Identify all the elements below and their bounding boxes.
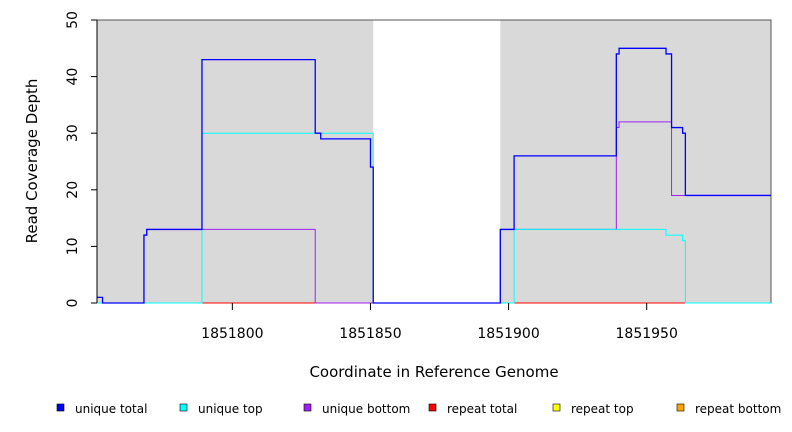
y-axis: 0 10 20 30 40 50 xyxy=(65,11,98,308)
legend-swatch xyxy=(428,403,437,412)
x-tick-label-1851800: 1851800 xyxy=(201,326,263,342)
series-lines xyxy=(97,47,771,304)
legend-label: unique total xyxy=(75,402,147,416)
legend: unique total unique top unique bottom repea… xyxy=(56,402,781,416)
legend-item-repeat-bottom: repeat bottom xyxy=(676,402,781,416)
legend-swatch xyxy=(56,403,65,412)
x-tick-label-1851900: 1851900 xyxy=(477,326,539,342)
legend-item-unique-total: unique total xyxy=(56,402,147,416)
legend-swatch xyxy=(552,403,561,412)
y-tick-label-0: 0 xyxy=(65,299,81,308)
y-tick-label-40: 40 xyxy=(65,68,81,86)
y-tick-label-20: 20 xyxy=(65,181,81,199)
y-tick-label-30: 30 xyxy=(65,124,81,142)
legend-swatch xyxy=(303,403,312,412)
y-axis-title: Read Coverage Depth xyxy=(23,79,41,244)
x-tick-label-1851950: 1851950 xyxy=(616,326,678,342)
legend-item-repeat-top: repeat top xyxy=(552,402,634,416)
shaded-region-1 xyxy=(500,20,771,303)
legend-label: unique bottom xyxy=(322,402,410,416)
series-line-unique-top xyxy=(97,132,771,304)
y-tick-label-10: 10 xyxy=(65,237,81,255)
legend-item-unique-bottom: unique bottom xyxy=(303,402,410,416)
legend-label: repeat top xyxy=(571,402,634,416)
shaded-regions xyxy=(97,20,771,303)
y-tick-label-50: 50 xyxy=(65,11,81,29)
shaded-region-0 xyxy=(97,20,374,303)
legend-swatch xyxy=(676,403,685,412)
legend-swatch xyxy=(179,403,188,412)
x-axis: 1851800 1851850 1851900 1851950 xyxy=(201,303,678,342)
legend-label: repeat bottom xyxy=(695,402,781,416)
series-line-unique-total xyxy=(97,47,771,304)
x-axis-title: Coordinate in Reference Genome xyxy=(309,363,558,381)
x-tick-label-1851850: 1851850 xyxy=(339,326,401,342)
legend-label: repeat total xyxy=(447,402,517,416)
legend-item-repeat-total: repeat total xyxy=(428,402,517,416)
legend-label: unique top xyxy=(198,402,263,416)
legend-item-unique-top: unique top xyxy=(179,402,263,416)
